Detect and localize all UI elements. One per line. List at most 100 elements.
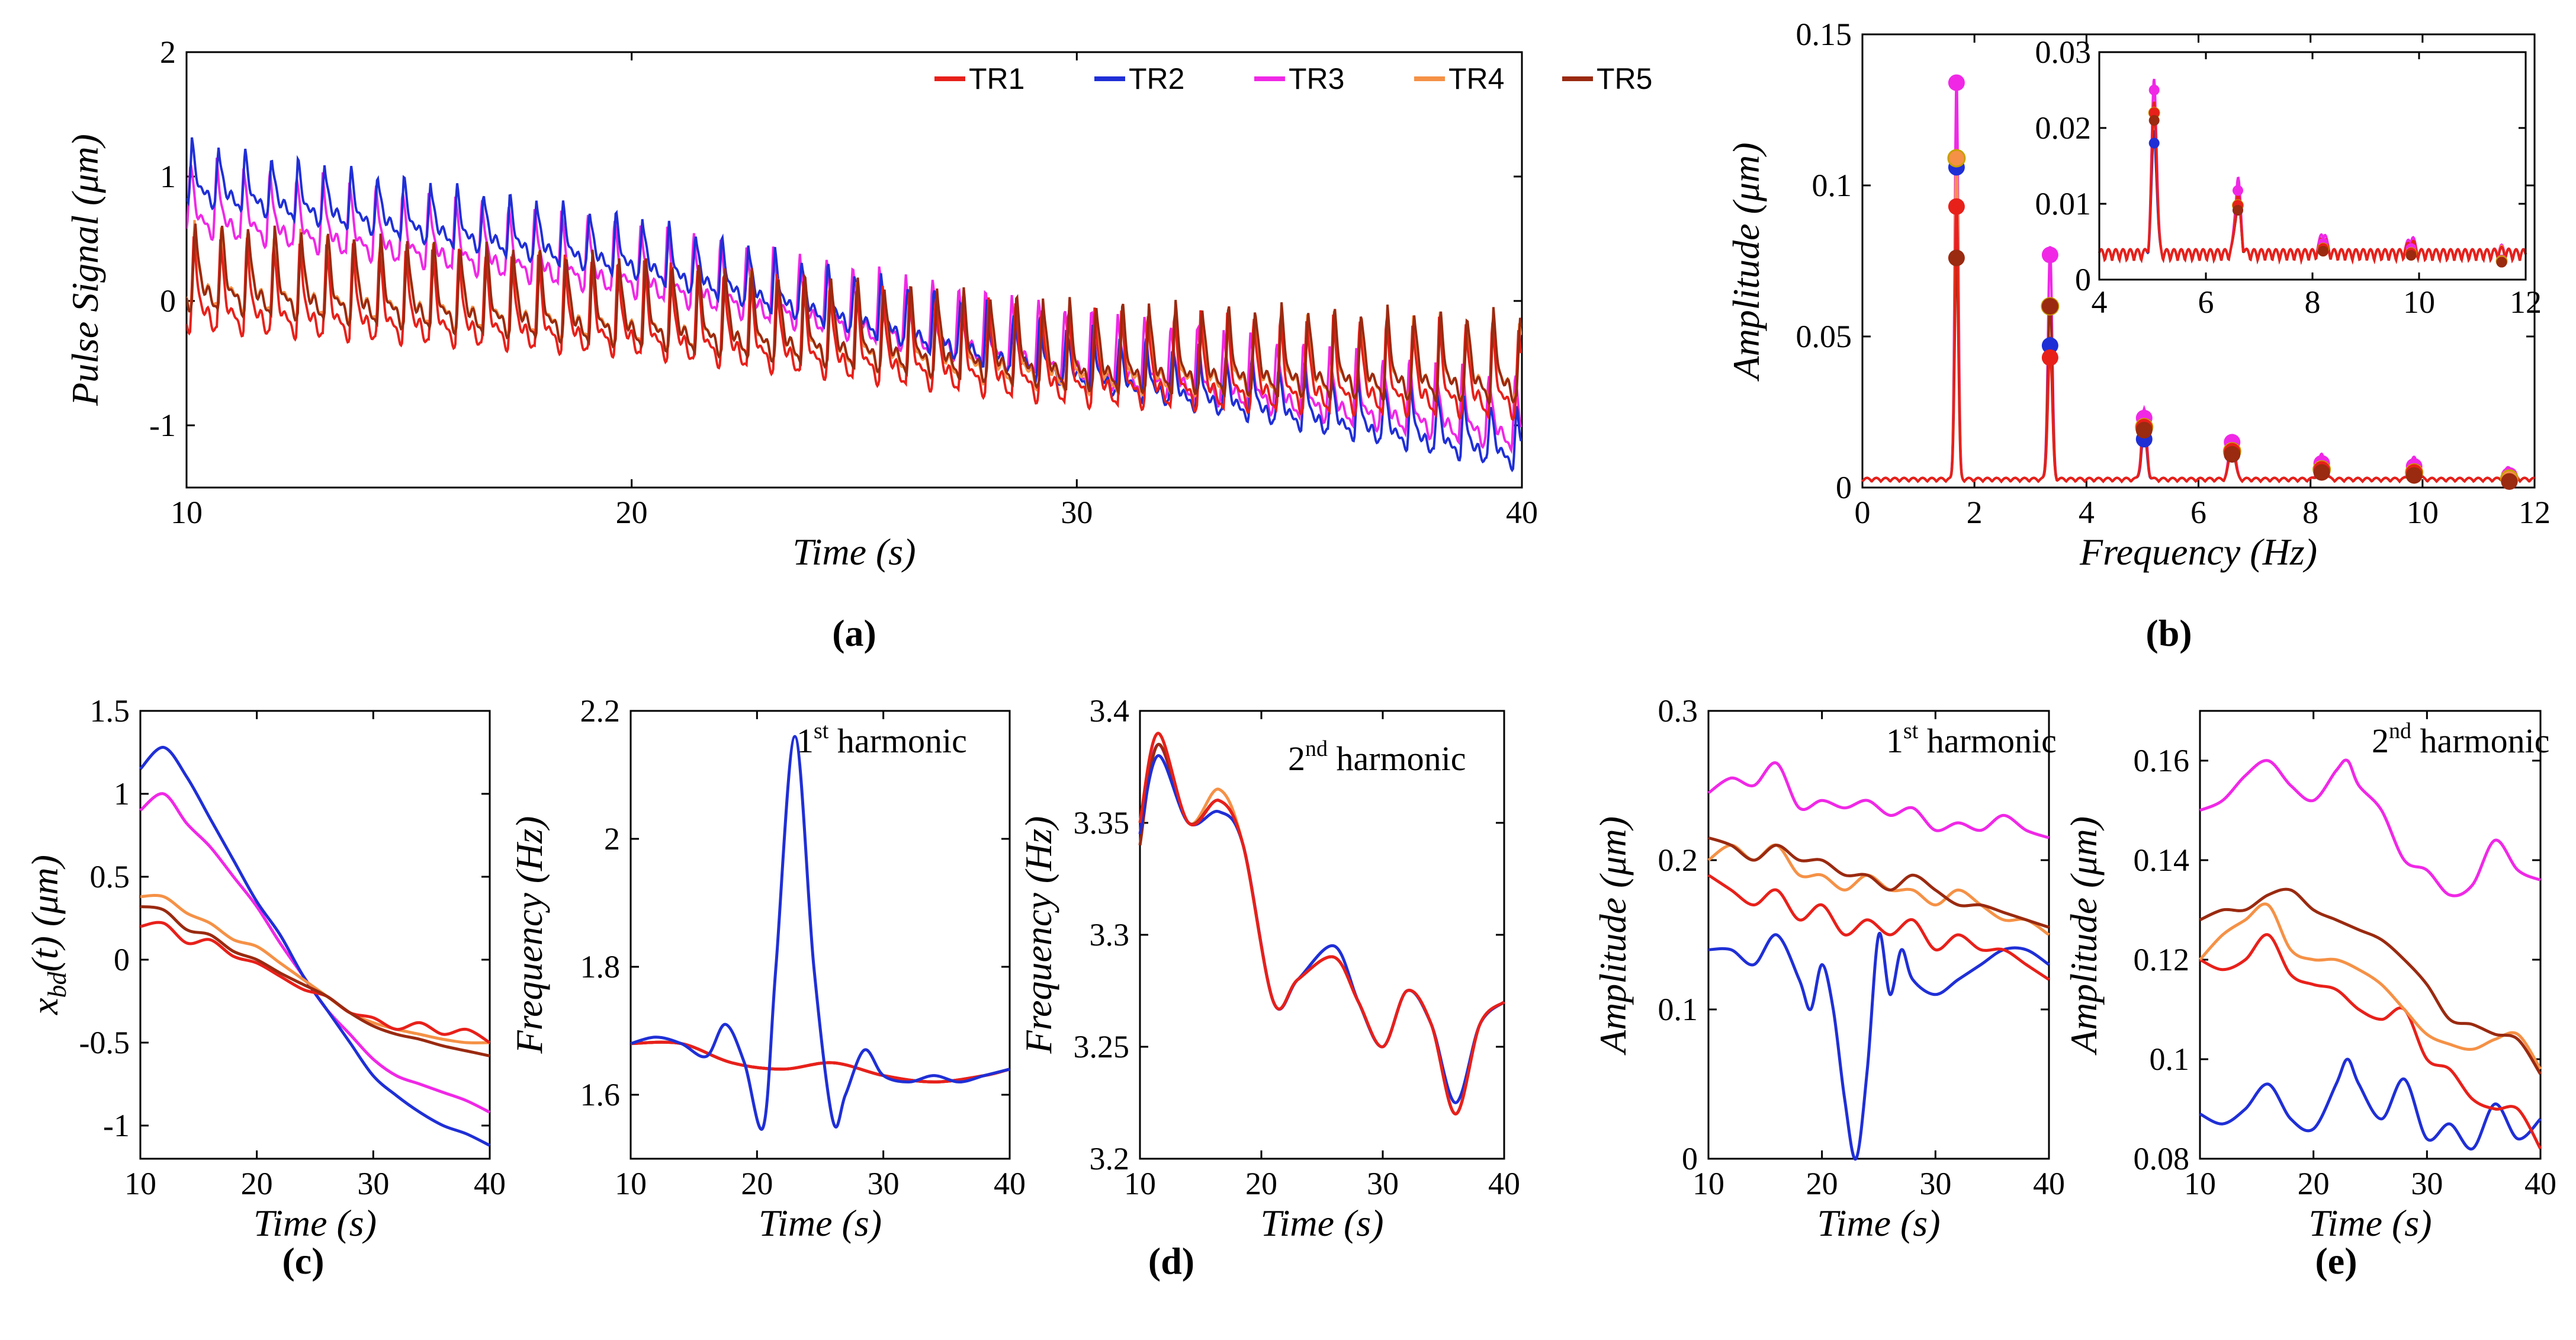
x-tick-label: 30 <box>868 1166 900 1201</box>
y-axis-label-tail: (t) (μm) <box>24 855 66 972</box>
x-tick-label: 30 <box>1367 1166 1399 1201</box>
series-line-TR2 <box>139 746 491 1147</box>
plot-frame <box>139 710 491 1160</box>
series-line-TR3 <box>139 792 491 1114</box>
y-tick-label: 1.6 <box>580 1077 621 1113</box>
annotation-text: harmonic <box>1918 722 2057 760</box>
x-tick-label: 20 <box>616 495 648 530</box>
x-tick-label: 40 <box>1488 1166 1520 1201</box>
x-tick-label: 30 <box>1061 495 1093 530</box>
y-axis-label: Frequency (Hz) <box>508 816 550 1054</box>
y-tick-label: 0.15 <box>1796 17 1852 52</box>
inset-marker-TR2 <box>2148 137 2160 149</box>
y-tick-label: 0.16 <box>2134 743 2190 778</box>
series-line-TR1 <box>187 236 1522 422</box>
y-axis-label: Pulse Signal (μm) <box>64 134 106 406</box>
legend-label-TR1: TR1 <box>969 62 1024 95</box>
series-line-TR1 <box>630 1040 1010 1083</box>
x-tick-label: 10 <box>1692 1166 1724 1201</box>
y-tick-label: 0.08 <box>2134 1141 2190 1176</box>
x-tick-label: 20 <box>1806 1166 1838 1201</box>
spectrum-line-TR1 <box>1861 198 2535 484</box>
x-tick-label: 2 <box>1967 495 1983 530</box>
harmonic-annotation: 2nd harmonic <box>1288 736 1466 778</box>
peak-marker-TR1 <box>1948 198 1965 215</box>
y-tick-label: 3.3 <box>1090 917 1130 953</box>
x-axis-label: Time (s) <box>759 1202 882 1244</box>
legend-label-TR4: TR4 <box>1448 62 1504 95</box>
y-axis-label-sub: bd <box>43 971 72 998</box>
x-axis-label: Frequency (Hz) <box>2079 531 2317 573</box>
inset: 4 6 8 10 12 0 0.01 0.02 0.03 <box>2035 34 2542 320</box>
axes-c: 10 20 30 40 -1 -0.5 0 0.5 1 1.5 Time (s) xbd(t) (μm… <box>24 693 506 1244</box>
inset-marker-TR1 <box>2148 107 2160 118</box>
annotation-text: harmonic <box>1328 739 1466 778</box>
x-tick-label: 40 <box>994 1166 1026 1201</box>
annotation-number: 2 <box>1288 739 1305 778</box>
x-tick-label: 4 <box>2079 495 2095 530</box>
y-tick-label: 0.2 <box>1658 842 1698 878</box>
annotation-superscript: st <box>1903 719 1919 743</box>
annotation-number: 2 <box>2372 722 2389 760</box>
inset-y-tick-label: 0 <box>2075 262 2091 297</box>
series-line-TR4 <box>140 894 490 1044</box>
series-line-TR3 <box>1138 743 1505 1115</box>
y-tick-label: 2 <box>604 821 620 857</box>
series-line-TR3 <box>2199 758 2542 897</box>
x-axis-label: Time (s) <box>253 1202 377 1244</box>
annotation-number: 1 <box>1886 722 1903 760</box>
y-tick-label: 0.14 <box>2134 842 2190 878</box>
x-tick-label: 10 <box>2407 495 2439 530</box>
series-line-TR5 <box>1138 743 1505 1115</box>
harmonic-annotation: 1st harmonic <box>1886 719 2057 760</box>
inset-background <box>2099 52 2526 280</box>
y-tick-label: 3.2 <box>1090 1141 1130 1176</box>
series-line-TR5 <box>1708 836 2050 929</box>
y-axis-label: Amplitude (μm) <box>2063 816 2105 1056</box>
y-tick-label: 3.35 <box>1074 805 1130 841</box>
y-axis-label: Amplitude (μm) <box>1725 142 1767 382</box>
y-axis-label: Frequency (Hz) <box>1017 816 1059 1054</box>
y-tick-label: -0.5 <box>79 1025 130 1060</box>
series-line-TR3 <box>187 158 1522 454</box>
series-line-TR2 <box>1708 931 2050 1161</box>
axes-e1: 10 20 30 40 0 0.1 0.2 0.3 Time (s) Amplitude (μm)… <box>1592 693 2065 1244</box>
series-group <box>1707 761 2050 1161</box>
legend-label-TR3: TR3 <box>1289 62 1344 95</box>
x-tick-label: 30 <box>1919 1166 1951 1201</box>
peak-marker-TR5 <box>2313 464 2330 481</box>
x-tick-label: 20 <box>741 1166 773 1201</box>
y-tick-label: 0.1 <box>2150 1041 2190 1077</box>
inset-x-tick-label: 10 <box>2403 284 2435 320</box>
x-tick-label: 40 <box>1506 495 1538 530</box>
series-group <box>2199 758 2542 1150</box>
y-tick-label: 3.25 <box>1074 1029 1130 1065</box>
peak-markers <box>1947 74 2519 490</box>
peak-marker-TR3 <box>1948 74 1965 91</box>
peak-marker-TR5 <box>2135 422 2153 439</box>
panel-label-b: (b) <box>2145 612 2192 654</box>
legend-label-TR2: TR2 <box>1129 62 1184 95</box>
plot-frame <box>185 51 1523 489</box>
series-line-TR4 <box>1138 732 1505 1115</box>
peak-marker-TR4 <box>1947 149 1966 168</box>
x-tick-label: 6 <box>2190 495 2206 530</box>
inset-y-tick-label: 0.03 <box>2035 34 2092 70</box>
series-line-TR2 <box>1138 754 1505 1104</box>
x-tick-label: 20 <box>2298 1166 2330 1201</box>
x-tick-label: 40 <box>474 1166 506 1201</box>
y-tick-label: 0.5 <box>90 859 130 895</box>
x-tick-label: 12 <box>2519 495 2551 530</box>
annotation-number: 1 <box>796 722 814 760</box>
series-group <box>630 735 1010 1131</box>
series-line-TR1 <box>1138 732 1505 1115</box>
x-tick-label: 10 <box>124 1166 156 1201</box>
panel-label-a: (a) <box>832 612 876 654</box>
y-tick-label: 0 <box>160 283 176 319</box>
series-group <box>139 746 491 1147</box>
y-tick-label: 0 <box>114 942 130 977</box>
inset-x-tick-label: 12 <box>2510 284 2542 320</box>
series-line-TR4 <box>2199 902 2542 1070</box>
series-line-TR2 <box>2199 1057 2542 1150</box>
legend-label-TR5: TR5 <box>1597 62 1652 95</box>
